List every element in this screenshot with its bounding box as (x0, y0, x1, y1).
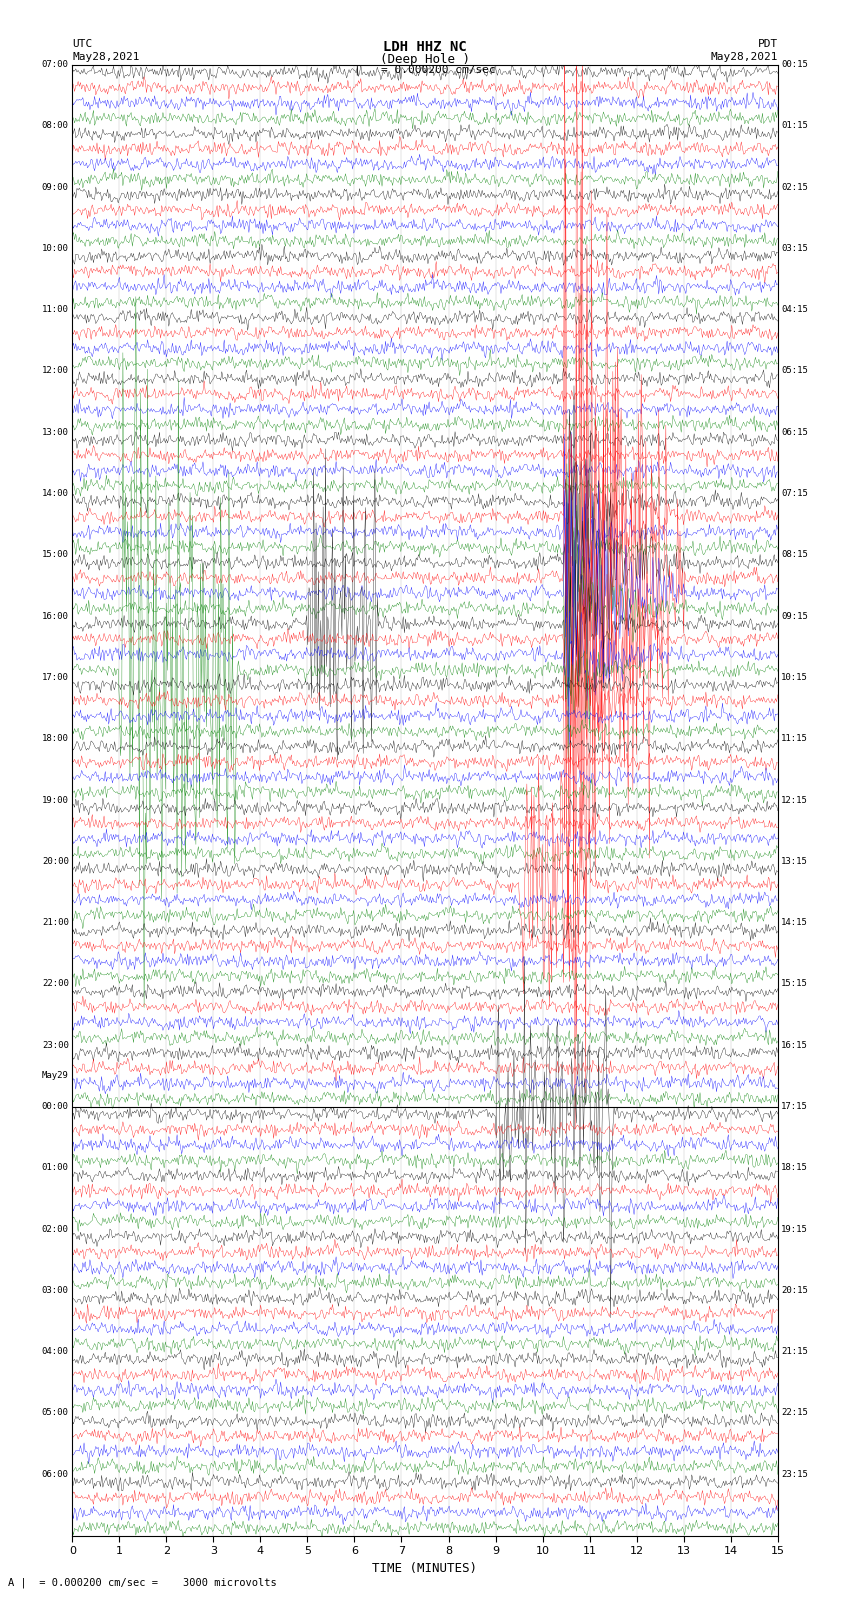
Text: 20:15: 20:15 (781, 1286, 808, 1295)
Text: 19:15: 19:15 (781, 1224, 808, 1234)
Text: 10:15: 10:15 (781, 673, 808, 682)
Text: 13:15: 13:15 (781, 857, 808, 866)
Text: 13:00: 13:00 (42, 427, 69, 437)
Text: 20:00: 20:00 (42, 857, 69, 866)
Text: 00:00: 00:00 (42, 1102, 69, 1111)
Text: 14:00: 14:00 (42, 489, 69, 498)
Text: 01:00: 01:00 (42, 1163, 69, 1173)
Text: 23:00: 23:00 (42, 1040, 69, 1050)
Text: 22:15: 22:15 (781, 1408, 808, 1418)
Text: 07:00: 07:00 (42, 60, 69, 69)
Text: 17:15: 17:15 (781, 1102, 808, 1111)
X-axis label: TIME (MINUTES): TIME (MINUTES) (372, 1561, 478, 1574)
Text: UTC: UTC (72, 39, 93, 48)
Text: 11:15: 11:15 (781, 734, 808, 744)
Text: May29: May29 (42, 1071, 69, 1081)
Text: 09:00: 09:00 (42, 182, 69, 192)
Text: 05:15: 05:15 (781, 366, 808, 376)
Text: 12:00: 12:00 (42, 366, 69, 376)
Text: 18:15: 18:15 (781, 1163, 808, 1173)
Text: 14:15: 14:15 (781, 918, 808, 927)
Text: May28,2021: May28,2021 (711, 52, 778, 61)
Text: PDT: PDT (757, 39, 778, 48)
Text: 16:00: 16:00 (42, 611, 69, 621)
Text: 21:00: 21:00 (42, 918, 69, 927)
Text: 06:15: 06:15 (781, 427, 808, 437)
Text: 08:00: 08:00 (42, 121, 69, 131)
Text: 01:15: 01:15 (781, 121, 808, 131)
Text: 07:15: 07:15 (781, 489, 808, 498)
Text: 08:15: 08:15 (781, 550, 808, 560)
Text: 11:00: 11:00 (42, 305, 69, 315)
Text: 05:00: 05:00 (42, 1408, 69, 1418)
Text: 21:15: 21:15 (781, 1347, 808, 1357)
Text: 02:15: 02:15 (781, 182, 808, 192)
Text: 03:15: 03:15 (781, 244, 808, 253)
Text: 23:15: 23:15 (781, 1469, 808, 1479)
Text: 18:00: 18:00 (42, 734, 69, 744)
Text: LDH HHZ NC: LDH HHZ NC (383, 40, 467, 55)
Text: 15:00: 15:00 (42, 550, 69, 560)
Text: A |  = 0.000200 cm/sec =    3000 microvolts: A | = 0.000200 cm/sec = 3000 microvolts (8, 1578, 277, 1589)
Text: 09:15: 09:15 (781, 611, 808, 621)
Text: 06:00: 06:00 (42, 1469, 69, 1479)
Text: (Deep Hole ): (Deep Hole ) (380, 53, 470, 66)
Text: 00:15: 00:15 (781, 60, 808, 69)
Text: May28,2021: May28,2021 (72, 52, 139, 61)
Text: 02:00: 02:00 (42, 1224, 69, 1234)
Text: 04:15: 04:15 (781, 305, 808, 315)
Text: 04:00: 04:00 (42, 1347, 69, 1357)
Text: 17:00: 17:00 (42, 673, 69, 682)
Text: 12:15: 12:15 (781, 795, 808, 805)
Text: 19:00: 19:00 (42, 795, 69, 805)
Text: 10:00: 10:00 (42, 244, 69, 253)
Text: 15:15: 15:15 (781, 979, 808, 989)
Text: |   = 0.000200 cm/sec: | = 0.000200 cm/sec (354, 65, 496, 76)
Text: 16:15: 16:15 (781, 1040, 808, 1050)
Text: 03:00: 03:00 (42, 1286, 69, 1295)
Text: 22:00: 22:00 (42, 979, 69, 989)
